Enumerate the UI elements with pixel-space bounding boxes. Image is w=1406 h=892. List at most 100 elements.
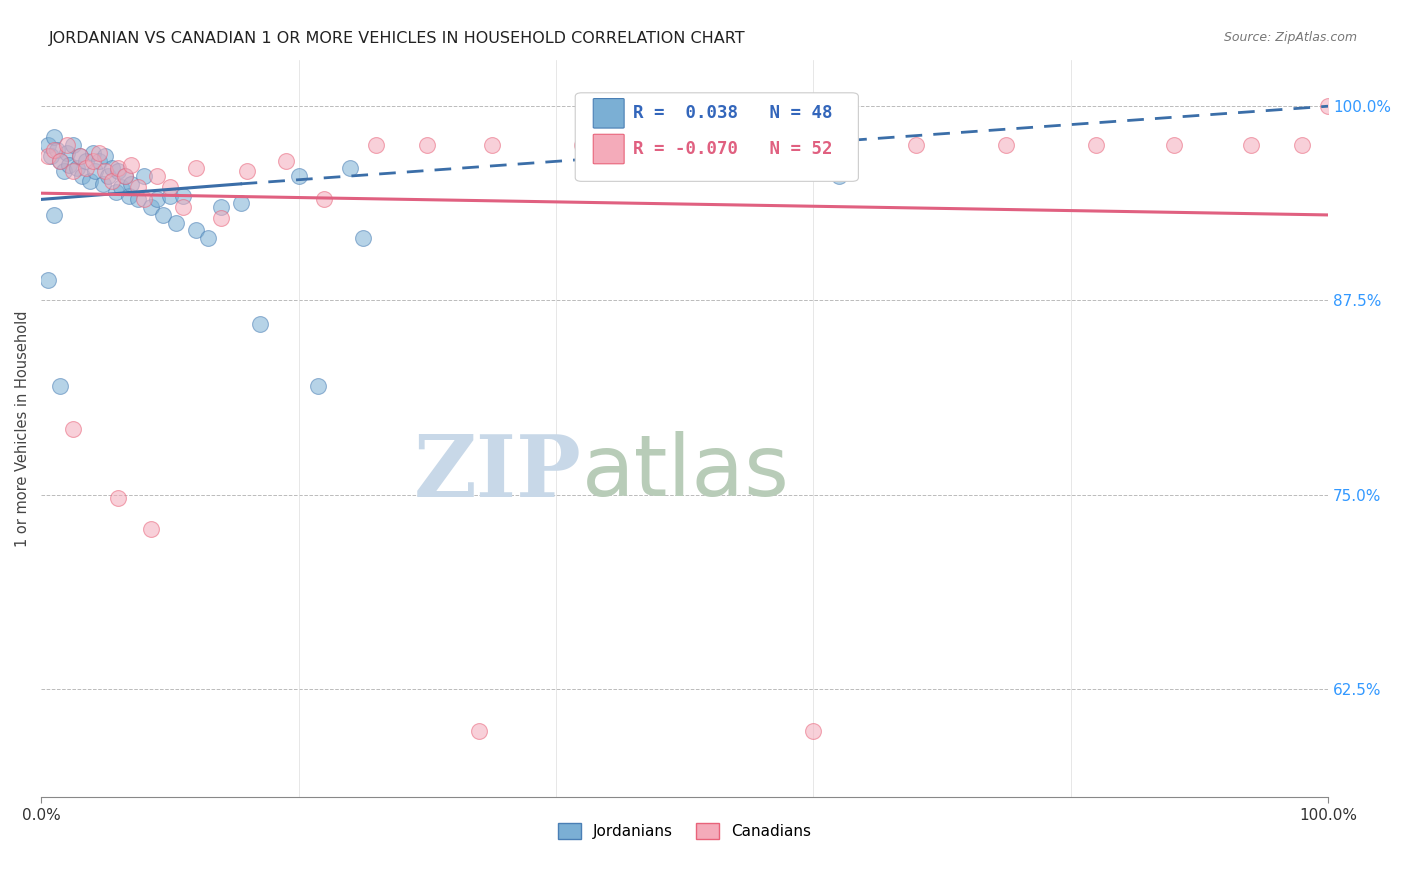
Point (69, 149, 91, 163)
Point (97, 169, 120, 183)
Point (127, 193, 149, 207)
Point (37, 138, 59, 153)
Point (1291, 138, 1313, 153)
Point (42, 130, 65, 145)
Point (82, 153, 104, 168)
Point (49, 153, 72, 168)
Point (75, 161, 97, 176)
Point (41, 149, 63, 163)
Point (127, 180, 149, 194)
Point (114, 169, 136, 183)
Point (197, 231, 219, 245)
Point (82, 145, 104, 160)
Point (184, 161, 207, 176)
Point (159, 189, 181, 203)
Point (1240, 138, 1263, 153)
Point (274, 153, 297, 168)
Point (120, 158, 142, 172)
Point (49, 153, 72, 168)
Point (801, 723, 824, 738)
Point (62, 422, 84, 436)
Point (101, 161, 124, 176)
Point (905, 138, 928, 153)
Point (1085, 138, 1108, 153)
Point (120, 177, 142, 191)
Point (146, 169, 169, 183)
Point (107, 164, 129, 178)
Text: ZIP: ZIP (413, 431, 582, 515)
Point (94, 149, 117, 163)
Point (209, 211, 232, 225)
Point (91, 177, 114, 191)
Point (146, 193, 169, 207)
Point (1163, 138, 1185, 153)
Point (53, 164, 76, 178)
Point (62, 164, 84, 178)
Point (45, 143, 67, 157)
Point (42, 143, 65, 157)
Point (139, 522, 162, 536)
Point (87, 153, 110, 168)
Point (72, 169, 94, 183)
Point (94, 164, 117, 178)
Point (236, 164, 259, 178)
FancyBboxPatch shape (593, 135, 624, 164)
Point (571, 138, 593, 153)
Point (467, 723, 489, 738)
Point (114, 169, 136, 183)
Point (481, 138, 503, 153)
Point (1317, 99, 1340, 113)
Text: JORDANIAN VS CANADIAN 1 OR MORE VEHICLES IN HOUSEHOLD CORRELATION CHART: JORDANIAN VS CANADIAN 1 OR MORE VEHICLES… (49, 31, 745, 46)
Point (56, 145, 79, 160)
Point (62, 138, 84, 153)
Point (37, 149, 59, 163)
Point (828, 169, 851, 183)
Point (75, 153, 97, 168)
Point (84, 164, 107, 178)
Point (110, 180, 132, 194)
Point (416, 138, 439, 153)
Point (104, 185, 127, 199)
Point (165, 216, 187, 230)
Point (37, 273, 59, 287)
Point (66, 161, 89, 176)
Point (132, 193, 155, 207)
Point (132, 169, 155, 183)
Point (101, 174, 124, 188)
Point (69, 149, 91, 163)
Point (209, 200, 232, 214)
Point (249, 317, 271, 331)
Point (172, 189, 194, 203)
Point (995, 138, 1018, 153)
Text: R =  0.038   N = 48: R = 0.038 N = 48 (633, 104, 832, 122)
Point (314, 193, 336, 207)
Point (673, 138, 696, 153)
Text: Source: ZipAtlas.com: Source: ZipAtlas.com (1223, 31, 1357, 45)
Text: R = -0.070   N = 52: R = -0.070 N = 52 (633, 140, 832, 158)
Point (87, 145, 110, 160)
Point (79, 174, 101, 188)
Point (58, 158, 80, 172)
Point (107, 161, 129, 176)
Point (184, 223, 207, 237)
Point (139, 200, 162, 214)
FancyBboxPatch shape (593, 98, 624, 128)
Point (352, 231, 374, 245)
Point (152, 208, 174, 222)
Y-axis label: 1 or more Vehicles in Household: 1 or more Vehicles in Household (15, 310, 30, 547)
Legend: Jordanians, Canadians: Jordanians, Canadians (553, 817, 817, 845)
Point (307, 379, 329, 393)
Point (49, 379, 72, 393)
Point (229, 195, 252, 210)
Point (172, 200, 194, 214)
Point (107, 491, 129, 505)
Point (339, 161, 361, 176)
Point (56, 138, 79, 153)
Point (287, 169, 309, 183)
FancyBboxPatch shape (575, 93, 859, 181)
Point (42, 208, 65, 222)
Point (159, 180, 181, 194)
Point (364, 138, 387, 153)
Text: atlas: atlas (582, 432, 790, 515)
Point (117, 189, 139, 203)
